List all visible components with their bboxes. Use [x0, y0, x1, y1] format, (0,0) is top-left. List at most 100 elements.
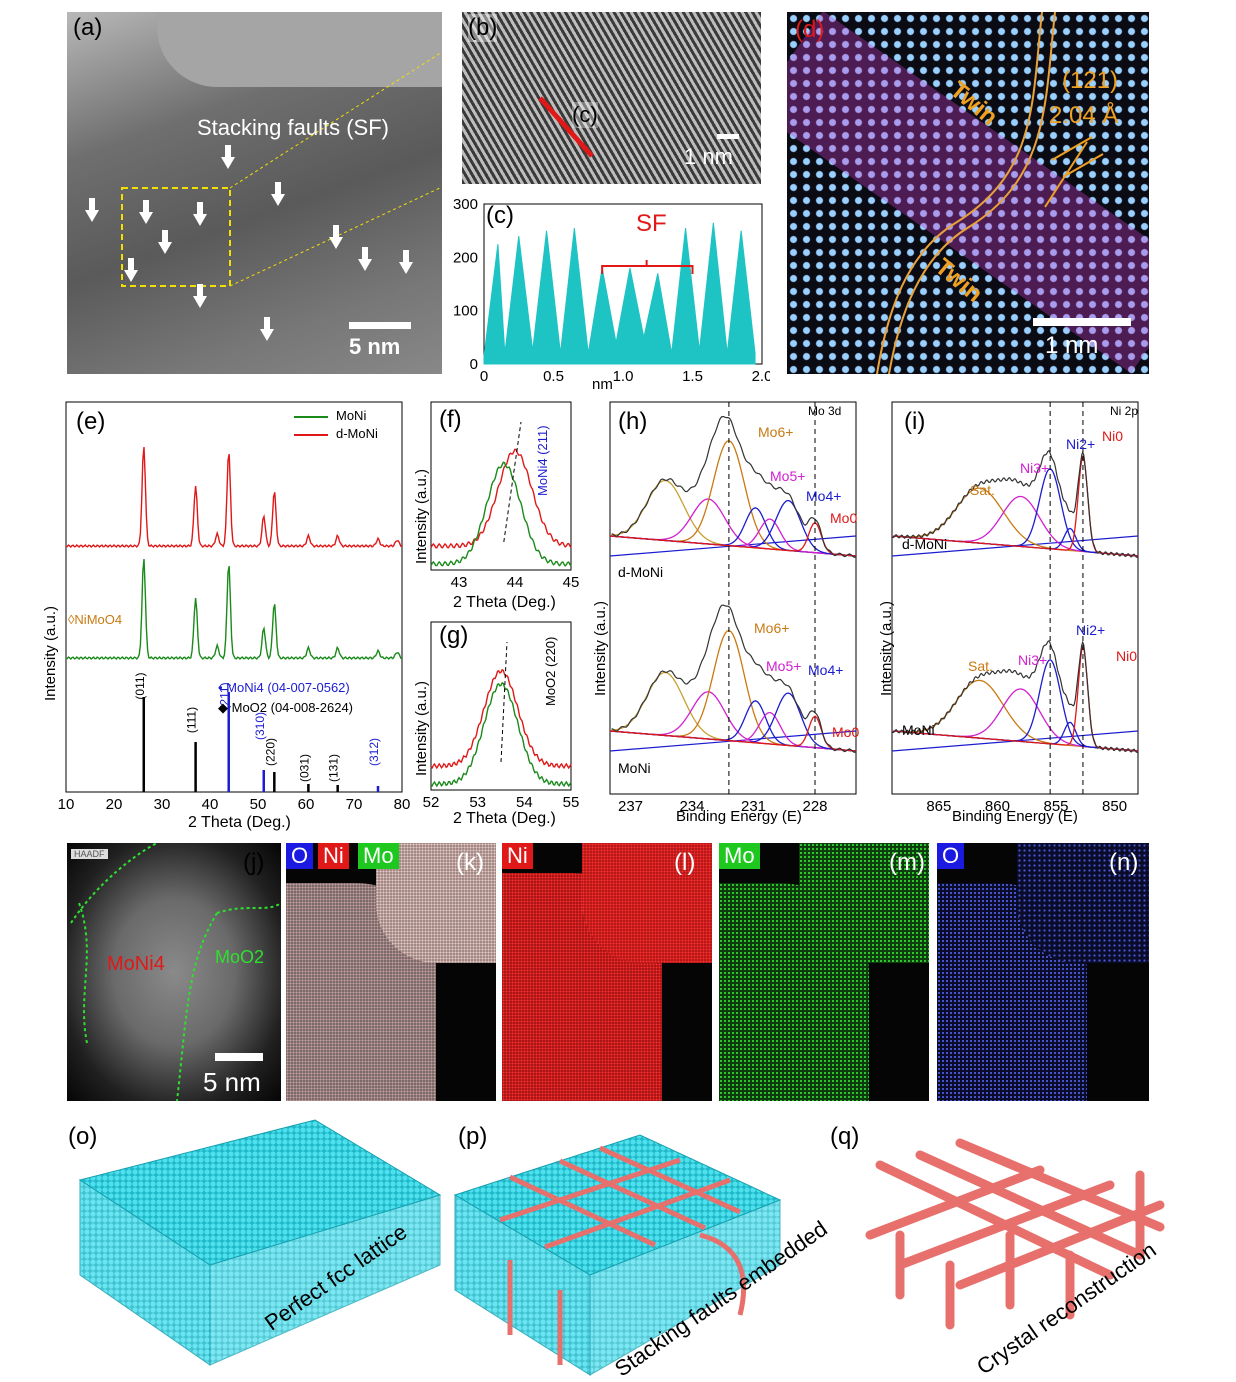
y-tick-label: 100: [453, 303, 478, 320]
shift-guide: [503, 421, 522, 543]
sat-label-top: Sat.: [970, 482, 995, 498]
x-tick-label: 43: [451, 574, 468, 591]
panel-b-inset-label: (c): [572, 102, 598, 128]
zoom-chart-g: 52 53 54 55: [423, 621, 580, 811]
x-tick-label: 237: [618, 798, 643, 815]
mo6-label-bottom: Mo6+: [754, 620, 790, 636]
panel-i-ylabel: Intensity (a.u.): [878, 600, 895, 696]
nimoo4-label: ◊NiMoO4: [68, 612, 123, 627]
panel-d-label: (d): [795, 16, 825, 43]
stacking-fault-model: [453, 1134, 782, 1376]
panel-c-xlabel: nm: [592, 376, 613, 393]
plane-label: (031): [297, 754, 311, 782]
sat-label-bottom: Sat.: [968, 658, 993, 674]
ni0-label-top: Ni0: [1102, 428, 1124, 444]
vacuum-region: [157, 12, 442, 87]
x-tick-label: 44: [507, 574, 524, 591]
sf-annotation: SF: [636, 210, 667, 237]
panel-j-label: (j): [243, 849, 265, 876]
ni2-label-top: Ni2+: [1066, 436, 1096, 452]
y-tick-label: 0: [470, 356, 478, 373]
tag-mo: Mo: [358, 843, 399, 869]
fit-component: [893, 644, 1139, 752]
panel-a-overlay: [85, 51, 442, 341]
x-tick-label: 30: [154, 796, 171, 813]
ni2-label-bottom: Ni2+: [1076, 622, 1106, 638]
panel-p-label: (p): [458, 1123, 488, 1150]
x-tick-label: 0.5: [543, 368, 564, 385]
panel-e-xrd: (011) (111) (211) (310) (220) (031) (131) (312)…: [40, 396, 415, 836]
panel-f-peak: MoNi4 (211): [535, 425, 550, 496]
sf-bracket: [601, 260, 694, 274]
tag-ni-l: Ni: [502, 843, 533, 869]
panel-o-model: (o) Perfect fcc lattice: [60, 1115, 450, 1381]
moni-peak: [430, 681, 572, 788]
xrd-chart: (011) (111) (211) (310)(220) (031) (131) (312)…: [58, 401, 410, 813]
mo6-label-top: Mo6+: [758, 424, 794, 440]
ref-moni4: • MoNi4 (04-007-0562): [218, 680, 350, 695]
shift-guide: [500, 641, 508, 763]
x-tick-label: 60: [298, 796, 315, 813]
d-moni-pattern: [65, 446, 403, 549]
panel-i-title: Ni 2p: [1110, 404, 1139, 418]
panel-b-label: (b): [468, 14, 498, 42]
panel-d-haadf: (d) Twin Twin (121) 2.04 Å 1 nm: [787, 12, 1149, 374]
panel-d-overlay: [876, 12, 1131, 374]
x-tick-label: 228: [802, 798, 827, 815]
panel-h-label: (h): [618, 408, 648, 435]
panel-f-xlabel: 2 Theta (Deg.): [453, 594, 556, 611]
panel-b-scale: 1 nm: [684, 144, 733, 169]
panel-f-label: (f): [439, 406, 462, 433]
sample-dmoni: d-MoNi: [618, 564, 664, 580]
panel-n-label: (n): [1109, 849, 1139, 876]
mo5-label-bottom: Mo5+: [766, 658, 802, 674]
panel-p-model: (p) Stacking faults embedded: [450, 1115, 840, 1381]
d-moni-peak: [430, 448, 572, 549]
x-tick-label: 50: [250, 796, 267, 813]
x-tick-label: 850: [1102, 798, 1127, 815]
zoom-chart-f: 43 44 45: [430, 401, 579, 591]
panel-i-xlabel: Binding Energy (E): [952, 808, 1078, 825]
panel-o-label: (o): [68, 1123, 98, 1150]
moo2-phase: MoO2: [215, 947, 265, 967]
xps-mo-chart: 237 234 231 228: [609, 401, 857, 815]
panel-k-overlay-map: O Ni Mo (k): [286, 843, 496, 1101]
d-moni-peak: [430, 668, 572, 770]
x-tick-label: 40: [202, 796, 219, 813]
measured-spectrum: [892, 640, 1139, 754]
plot-frame: [609, 401, 857, 795]
moni4-phase: MoNi4: [107, 953, 165, 975]
panel-j-haadf: HAADF (j) MoNi4 MoO2 5 nm: [67, 843, 281, 1101]
x-tick-label: 54: [516, 794, 533, 811]
haadf-tag: HAADF: [71, 849, 108, 859]
mo5-label-top: Mo5+: [770, 468, 806, 484]
plane-label: (121): [1062, 67, 1119, 94]
plot-frame: [430, 401, 572, 571]
panel-f-xrd-zoom: 43 44 45 (f) Intensity (a.u.) 2 Theta (Deg…: [405, 396, 585, 616]
x-tick-label: 0: [480, 368, 488, 385]
panel-l-ni-map: Ni (l): [502, 843, 712, 1101]
x-tick-label: 860: [985, 798, 1010, 815]
x-tick-label: 70: [346, 796, 363, 813]
tag-mo-m: Mo: [719, 843, 760, 869]
panel-q-model: (q) Crystal reconstruction: [830, 1115, 1236, 1381]
x-tick-label: 20: [106, 796, 123, 813]
panel-g-peak: MoO2 (220): [543, 636, 558, 706]
tag-ni: Ni: [318, 843, 349, 869]
mo0-label-bottom: Mo0: [832, 724, 860, 740]
measured-spectrum: [892, 450, 1139, 559]
panel-e-xlabel: 2 Theta (Deg.): [188, 814, 291, 831]
x-tick-label: 55: [563, 794, 580, 811]
panel-a-label: (a): [73, 14, 103, 41]
x-tick-label: 231: [741, 798, 766, 815]
x-tick-label: 2.0: [752, 368, 770, 385]
mo0-label-top: Mo0: [830, 510, 858, 526]
perfect-lattice-model: [78, 1119, 442, 1366]
plane-label: (011): [133, 672, 147, 699]
x-tick-label: 53: [469, 794, 486, 811]
x-tick-label: 1.5: [682, 368, 703, 385]
panel-h-title: Mo 3d: [808, 404, 842, 418]
profile-area: [483, 222, 756, 365]
plane-label: (312): [367, 738, 381, 766]
panel-h-xps-mo: 237 234 231 228 (h) Mo 3d Intensity (a.u.) …: [588, 396, 878, 836]
